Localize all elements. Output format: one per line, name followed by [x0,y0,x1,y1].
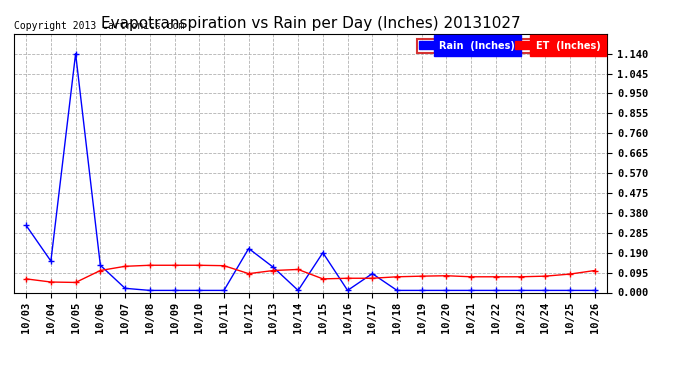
Legend: Rain  (Inches), ET  (Inches): Rain (Inches), ET (Inches) [417,39,602,53]
Text: Copyright 2013 Cartronics.com: Copyright 2013 Cartronics.com [14,21,184,31]
Title: Evapotranspiration vs Rain per Day (Inches) 20131027: Evapotranspiration vs Rain per Day (Inch… [101,16,520,31]
